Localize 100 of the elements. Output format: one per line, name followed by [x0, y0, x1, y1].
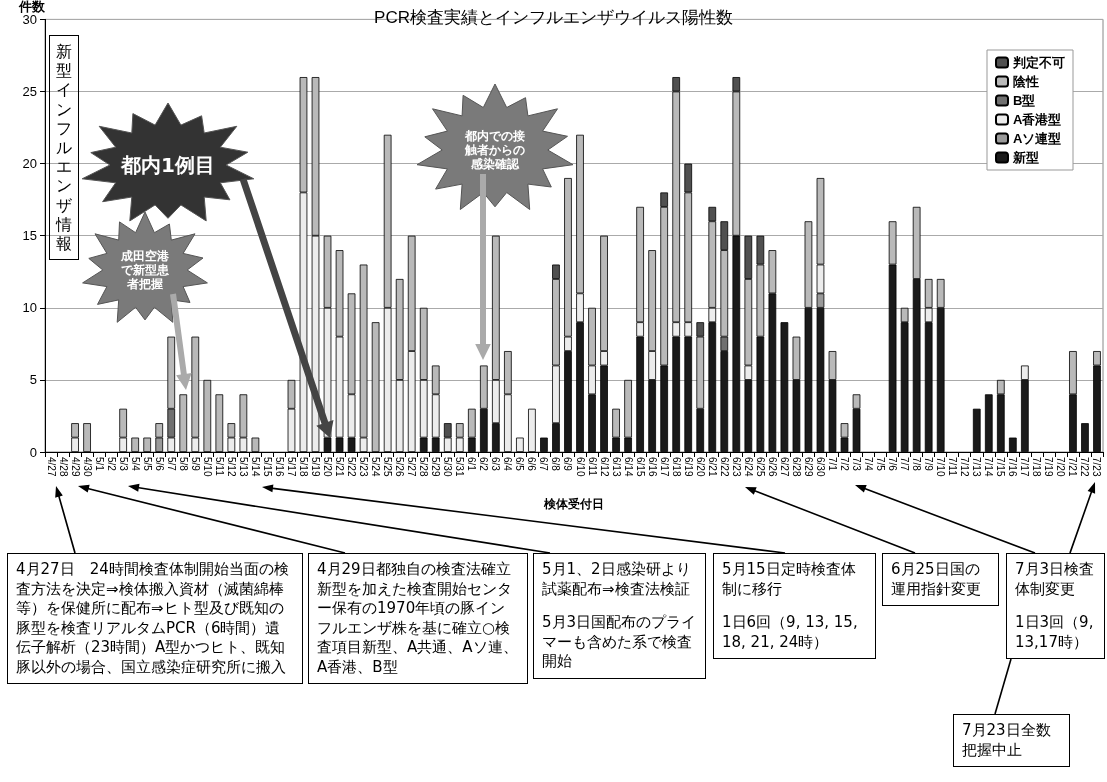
x-tick-label: 7/18 — [1031, 457, 1043, 477]
x-tick-label: 6/7 — [538, 457, 550, 472]
y-tick-label: 5 — [29, 372, 37, 388]
text: 1日3回（9,13,17時） — [1015, 613, 1095, 652]
x-tick-label: 7/14 — [983, 457, 995, 477]
x-tick-label: 6/9 — [562, 457, 574, 472]
x-tick-label: 6/14 — [622, 457, 634, 477]
x-tick-label: 4/29 — [69, 457, 81, 477]
x-tick-label: 7/21 — [1067, 457, 1079, 477]
x-tick-label: 4/30 — [81, 457, 93, 477]
x-tick-label: 5/18 — [297, 457, 309, 477]
x-tick-label: 6/6 — [526, 457, 538, 472]
x-tick-label: 5/30 — [442, 457, 454, 477]
x-axis-title: 検体受付日 — [543, 497, 604, 511]
x-tick-label: 5/28 — [418, 457, 430, 477]
x-tick-label: 5/4 — [129, 457, 141, 472]
x-tick-label: 6/10 — [574, 457, 586, 477]
x-tick-label: 6/29 — [802, 457, 814, 477]
x-tick-label: 6/30 — [814, 457, 826, 477]
x-tick-label: 7/16 — [1007, 457, 1019, 477]
x-tick-label: 5/29 — [430, 457, 442, 477]
x-tick-label: 4/28 — [57, 457, 69, 477]
text: 1日6回（9, 13, 15, 18, 21, 24時） — [722, 613, 859, 652]
x-tick-label: 5/17 — [285, 457, 297, 477]
x-tick-label: 5/23 — [358, 457, 370, 477]
x-tick-label: 6/19 — [682, 457, 694, 477]
x-tick-label: 5/20 — [322, 457, 334, 477]
x-tick-label: 5/24 — [370, 457, 382, 477]
x-tick-label: 5/1 — [93, 457, 105, 472]
x-tick-label: 6/2 — [478, 457, 490, 472]
annotation: 都内1例目 — [120, 153, 216, 177]
x-tick-label: 5/21 — [334, 457, 346, 477]
x-tick-label: 5/26 — [394, 457, 406, 477]
x-tick-label: 5/13 — [237, 457, 249, 477]
x-tick-label: 5/12 — [225, 457, 237, 477]
x-tick-label: 7/1 — [826, 457, 838, 472]
x-tick-label: 5/27 — [406, 457, 418, 477]
x-tick-label: 6/20 — [694, 457, 706, 477]
x-tick-label: 7/13 — [971, 457, 983, 477]
x-tick-label: 6/25 — [754, 457, 766, 477]
text-frame: 新型インフルエンザ情報 — [49, 35, 79, 261]
y-tick-label: 0 — [29, 444, 37, 460]
legend-label: 新型 — [1012, 150, 1039, 165]
text: 5月1、2日感染研より試薬配布⇒検査法検証 — [542, 560, 692, 599]
x-tick-label: 7/23 — [1091, 457, 1103, 477]
x-tick-label: 5/22 — [346, 457, 358, 477]
x-tick-label: 5/2 — [105, 457, 117, 472]
x-tick-label: 5/11 — [213, 457, 225, 477]
x-tick-label: 6/23 — [730, 457, 742, 477]
text: 6月25日国の運用指針変更 — [891, 560, 982, 599]
text: 4月27日 24時間検査体制開始当面の検査方法を決定⇒検体搬入資材（滅菌綿棒等）を保健所に配布⇒ヒト型及び既知の豚型を検査リアルタムPCR（6時間）遺伝子解析（23時間）A型かつヒト、既知豚以外の場合、国立感染症研究所に搬入 — [16, 560, 290, 677]
x-tick-label: 5/25 — [382, 457, 394, 477]
x-tick-label: 7/15 — [995, 457, 1007, 477]
annotation: 成田空港で新型患者把握 — [120, 248, 170, 292]
x-tick-label: 7/6 — [887, 457, 899, 472]
x-tick-label: 7/3 — [851, 457, 863, 472]
x-tick-label: 7/5 — [875, 457, 887, 472]
x-tick-label: 5/31 — [454, 457, 466, 477]
legend-label: A香港型 — [1013, 112, 1062, 127]
x-tick-label: 7/19 — [1043, 457, 1055, 477]
x-tick-label: 7/9 — [923, 457, 935, 472]
x-tick-label: 6/16 — [646, 457, 658, 477]
x-tick-label: 7/8 — [911, 457, 923, 472]
x-tick-label: 6/1 — [466, 457, 478, 472]
x-tick-label: 6/11 — [586, 457, 598, 477]
x-tick-label: 6/4 — [502, 457, 514, 472]
x-tick-label: 6/15 — [634, 457, 646, 477]
x-tick-label: 7/17 — [1019, 457, 1031, 477]
x-tick-label: 5/19 — [310, 457, 322, 477]
x-tick-label: 6/3 — [490, 457, 502, 472]
x-tick-label: 7/11 — [947, 457, 959, 477]
x-tick-label: 5/7 — [165, 457, 177, 472]
x-tick-label: 6/8 — [550, 457, 562, 472]
x-tick-label: 5/5 — [141, 457, 153, 472]
x-tick-label: 5/15 — [261, 457, 273, 477]
y-axis-title: 件数 — [18, 0, 46, 14]
x-tick-label: 6/28 — [790, 457, 802, 477]
x-tick-label: 6/22 — [718, 457, 730, 477]
x-tick-label: 7/4 — [863, 457, 875, 472]
x-tick-label: 6/26 — [766, 457, 778, 477]
x-tick-label: 6/12 — [598, 457, 610, 477]
y-tick-label: 20 — [22, 156, 37, 172]
x-tick-label: 7/2 — [839, 457, 851, 472]
chart-title: PCR検査実績とインフルエンザウイルス陽性数 — [374, 8, 733, 27]
x-tick-label: 5/10 — [201, 457, 213, 477]
x-tick-label: 7/12 — [959, 457, 971, 477]
x-tick-label: 5/8 — [177, 457, 189, 472]
legend-label: B型 — [1013, 93, 1036, 108]
text: 4月29日都独自の検査法確立新型を加えた検査開始センター保有の1970年頃の豚インフルエンザ株を基に確立○検査項目新型、A共通、Aソ連、A香港、B型 — [317, 560, 519, 677]
text: 7月3日検査体制変更 — [1015, 560, 1096, 599]
x-tick-label: 6/5 — [514, 457, 526, 472]
text: 5月15日定時検査体制に移行 — [722, 560, 857, 599]
x-tick-label: 5/16 — [273, 457, 285, 477]
x-tick-label: 5/3 — [117, 457, 129, 472]
x-tick-label: 5/14 — [249, 457, 261, 477]
annotation: 都内での接触者からの感染確認 — [464, 128, 526, 172]
legend-label: Aソ連型 — [1013, 131, 1062, 146]
y-tick-label: 15 — [22, 228, 37, 244]
text: 5月3日国配布のプライマーも含めた系で検査開始 — [542, 613, 697, 672]
x-tick-label: 5/6 — [153, 457, 165, 472]
